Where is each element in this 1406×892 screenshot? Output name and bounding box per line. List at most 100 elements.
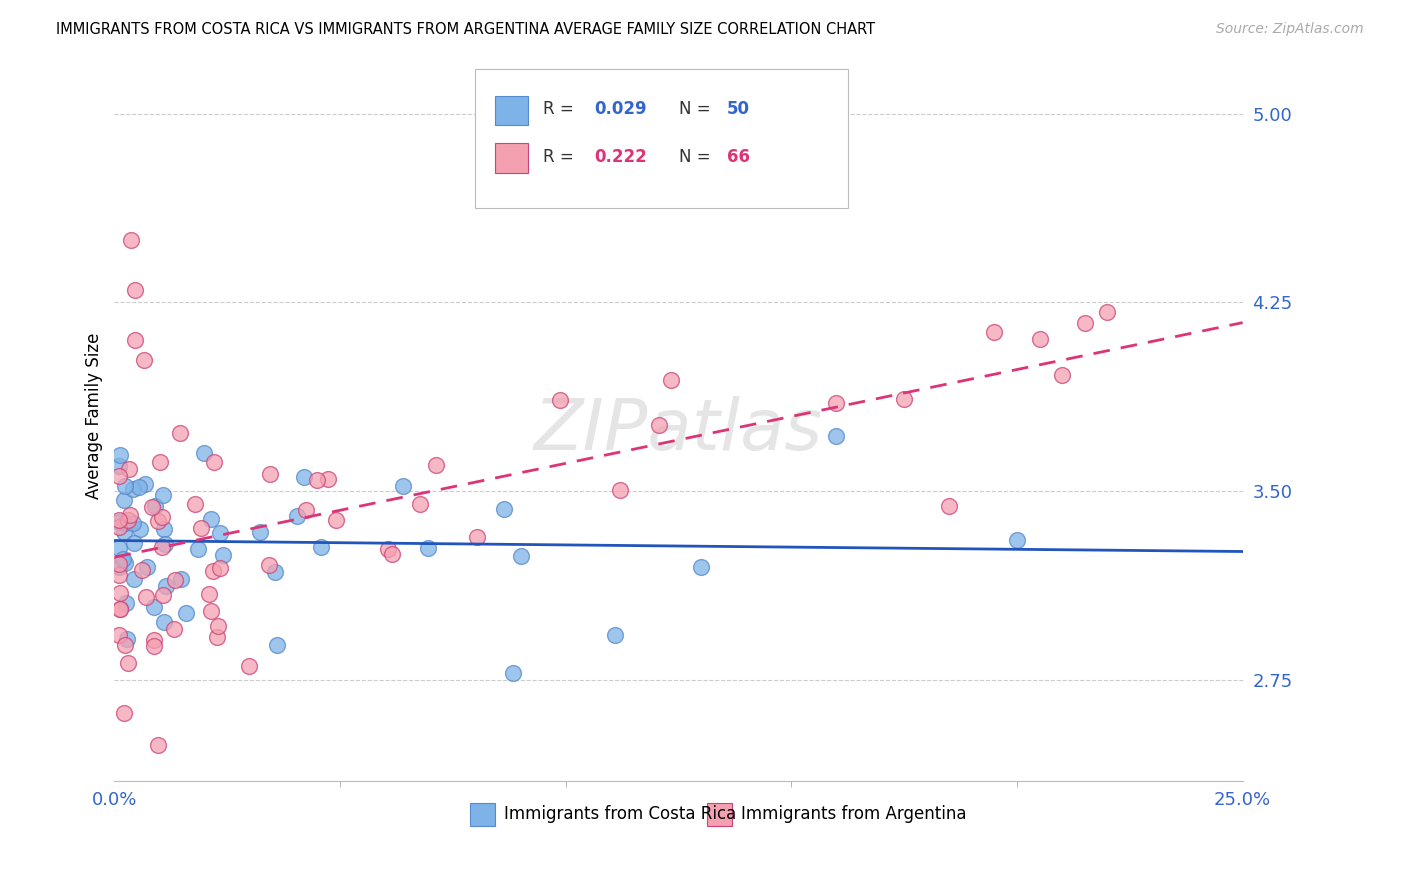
Point bbox=[938, 499, 960, 513]
Point bbox=[609, 483, 631, 497]
FancyBboxPatch shape bbox=[470, 803, 495, 826]
Point bbox=[128, 480, 150, 494]
Point bbox=[259, 558, 281, 572]
Text: Immigrants from Argentina: Immigrants from Argentina bbox=[741, 805, 966, 822]
Point bbox=[285, 508, 308, 523]
Point bbox=[108, 513, 131, 527]
FancyBboxPatch shape bbox=[707, 803, 731, 826]
Point bbox=[603, 628, 626, 642]
Point bbox=[146, 514, 169, 528]
Point bbox=[117, 656, 139, 670]
Point bbox=[165, 574, 187, 588]
Point bbox=[124, 283, 146, 297]
Point bbox=[121, 233, 143, 247]
Point bbox=[143, 639, 166, 653]
Point bbox=[112, 493, 135, 508]
Point bbox=[1028, 332, 1050, 346]
Point bbox=[305, 473, 328, 487]
Point bbox=[311, 540, 333, 554]
Point bbox=[163, 622, 186, 636]
Point bbox=[117, 632, 139, 646]
Point bbox=[108, 469, 131, 483]
Point bbox=[155, 579, 177, 593]
Point bbox=[1050, 368, 1073, 383]
Point bbox=[122, 572, 145, 586]
Point bbox=[115, 596, 138, 610]
Point bbox=[492, 501, 515, 516]
Point bbox=[825, 428, 848, 442]
Text: Source: ZipAtlas.com: Source: ZipAtlas.com bbox=[1216, 22, 1364, 37]
Point bbox=[108, 459, 131, 474]
Point bbox=[184, 497, 207, 511]
Point bbox=[112, 706, 135, 720]
Point bbox=[381, 547, 404, 561]
Point bbox=[150, 541, 173, 555]
Point bbox=[131, 563, 153, 577]
Text: R =: R = bbox=[543, 100, 579, 118]
Point bbox=[108, 628, 131, 642]
Point bbox=[122, 516, 145, 530]
Point bbox=[187, 542, 209, 557]
Point bbox=[201, 564, 224, 578]
Point bbox=[690, 559, 713, 574]
Point bbox=[169, 426, 191, 441]
Point bbox=[174, 606, 197, 620]
Point bbox=[141, 500, 163, 514]
Point bbox=[108, 541, 131, 555]
Point bbox=[146, 738, 169, 752]
Point bbox=[425, 458, 447, 472]
FancyBboxPatch shape bbox=[495, 96, 529, 125]
Point bbox=[190, 521, 212, 535]
Point bbox=[408, 496, 430, 510]
Point bbox=[117, 513, 139, 527]
Point bbox=[209, 561, 232, 575]
Point bbox=[202, 455, 225, 469]
Point bbox=[392, 479, 415, 493]
Point bbox=[170, 572, 193, 586]
Point bbox=[114, 516, 136, 531]
Point bbox=[548, 392, 571, 407]
Point bbox=[212, 548, 235, 562]
Point bbox=[108, 557, 131, 571]
Point bbox=[110, 602, 132, 616]
Point bbox=[132, 353, 155, 368]
Point bbox=[200, 512, 222, 526]
Point bbox=[153, 537, 176, 551]
Text: 66: 66 bbox=[727, 147, 749, 166]
Point bbox=[114, 638, 136, 652]
Point bbox=[142, 599, 165, 614]
Text: IMMIGRANTS FROM COSTA RICA VS IMMIGRANTS FROM ARGENTINA AVERAGE FAMILY SIZE CORR: IMMIGRANTS FROM COSTA RICA VS IMMIGRANTS… bbox=[56, 22, 876, 37]
FancyBboxPatch shape bbox=[495, 144, 529, 173]
Point bbox=[318, 472, 340, 486]
Point bbox=[136, 560, 159, 574]
Point bbox=[825, 396, 848, 410]
FancyBboxPatch shape bbox=[475, 69, 848, 208]
Point bbox=[108, 567, 131, 582]
Point bbox=[200, 604, 222, 618]
Point bbox=[112, 524, 135, 539]
Point bbox=[193, 446, 215, 460]
Point bbox=[114, 556, 136, 570]
Point bbox=[149, 455, 172, 469]
Point bbox=[124, 333, 146, 347]
Point bbox=[108, 520, 131, 534]
Point bbox=[108, 448, 131, 462]
Point bbox=[152, 488, 174, 502]
Point bbox=[153, 615, 176, 629]
Point bbox=[377, 541, 399, 556]
Point bbox=[294, 502, 316, 516]
Point bbox=[153, 522, 176, 536]
Point bbox=[134, 476, 156, 491]
Point bbox=[207, 618, 229, 632]
Point bbox=[198, 587, 221, 601]
Point bbox=[259, 467, 281, 481]
Text: ZIPatlas: ZIPatlas bbox=[534, 396, 823, 465]
Point bbox=[110, 602, 132, 616]
Text: 0.222: 0.222 bbox=[593, 147, 647, 166]
Text: 0.029: 0.029 bbox=[593, 100, 647, 118]
Point bbox=[150, 509, 173, 524]
Text: Immigrants from Costa Rica: Immigrants from Costa Rica bbox=[503, 805, 735, 822]
Point bbox=[118, 461, 141, 475]
Point bbox=[502, 666, 524, 681]
Point bbox=[238, 659, 260, 673]
